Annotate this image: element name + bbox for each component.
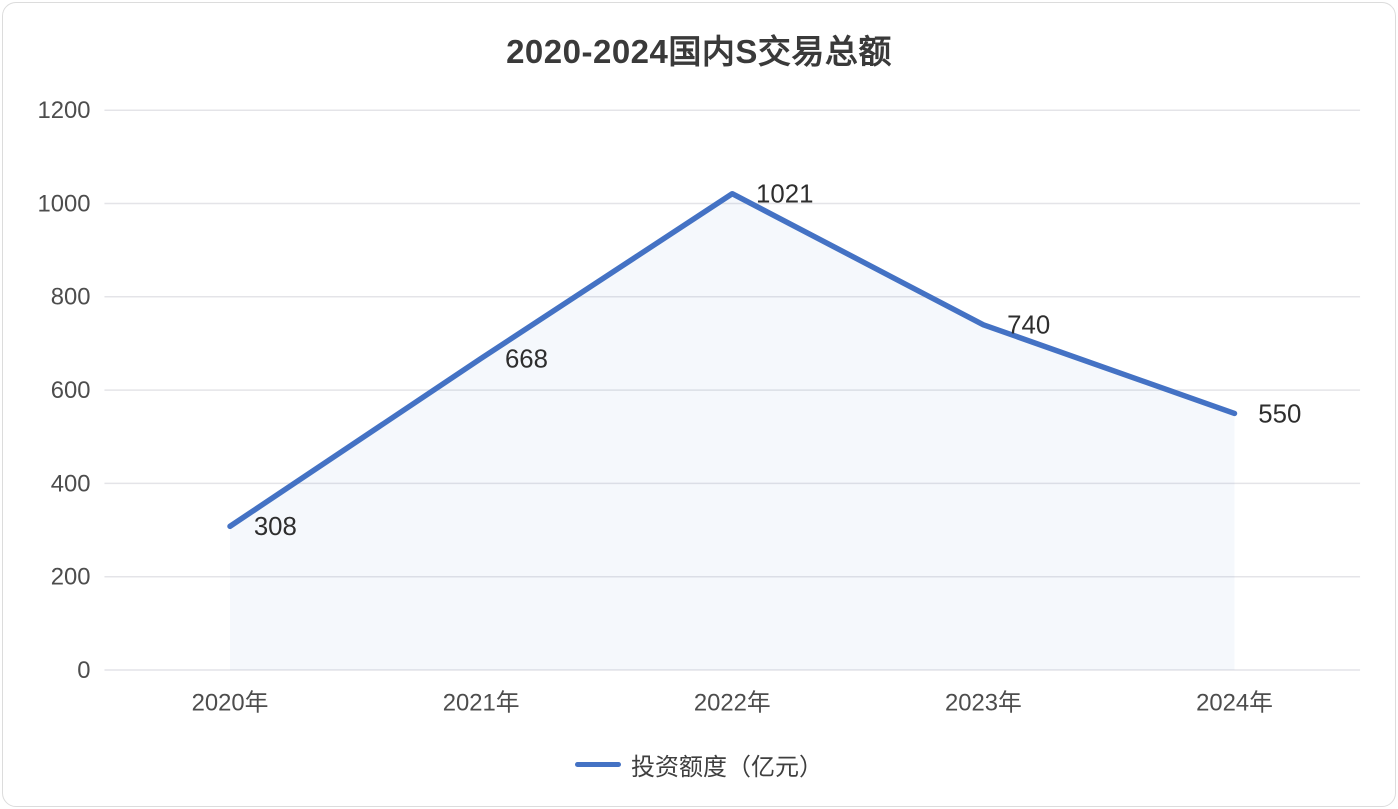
y-axis-tick-label: 600 xyxy=(51,377,91,404)
series-area xyxy=(230,193,1235,671)
y-axis-tick-label: 200 xyxy=(51,564,91,591)
y-axis-tick-label: 800 xyxy=(51,284,91,311)
chart-title: 2020-2024国内S交易总额 xyxy=(506,33,892,70)
x-axis-label: 2021年 xyxy=(443,690,520,717)
legend-line-swatch xyxy=(575,762,621,767)
y-axis-tick-label: 1000 xyxy=(38,190,91,217)
legend: 投资额度（亿元） xyxy=(3,747,1395,782)
x-axis-label: 2023年 xyxy=(945,690,1022,717)
y-axis-tick-label: 1200 xyxy=(38,97,91,124)
legend-series-label: 投资额度（亿元） xyxy=(631,754,823,781)
series-line xyxy=(227,190,1238,530)
line-chart-plot: 0 200 400 600 800 1000 1200 2020年 2021年 2022年 2023… xyxy=(38,97,1361,717)
x-axis-label: 2020年 xyxy=(192,690,269,717)
data-label: 1021 xyxy=(756,181,813,209)
data-label: 668 xyxy=(505,345,548,373)
y-axis-tick-label: 0 xyxy=(77,657,90,684)
x-axis-label: 2022年 xyxy=(694,690,771,717)
x-axis-label: 2024年 xyxy=(1196,690,1273,717)
data-label: 308 xyxy=(254,513,297,541)
y-axis-tick-label: 400 xyxy=(51,470,91,497)
data-label: 550 xyxy=(1258,400,1301,428)
data-label: 740 xyxy=(1007,312,1050,340)
